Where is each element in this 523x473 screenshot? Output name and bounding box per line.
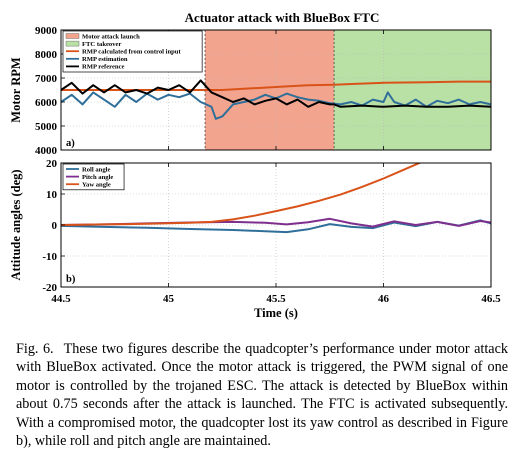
y-tick-label: 7000: [35, 73, 58, 85]
y-tick-label: -20: [42, 282, 57, 294]
attitude-y-axis-label: Attitude angles (deg): [9, 169, 23, 280]
legend-entry: Yaw angle: [82, 182, 111, 189]
y-tick-label: 4000: [35, 145, 58, 157]
figure-label: Fig. 6.: [16, 341, 54, 357]
y-tick-label: 8000: [35, 49, 58, 61]
time-x-ticks: 44.5 45 45.5 46 46.5: [51, 293, 501, 305]
legend-entry: RMP reference: [82, 64, 124, 71]
actuator-attack-chart: Actuator attack with BlueBox FTC 4000 500…: [9, 10, 501, 320]
attitude-y-ticks: -20 -10 0 10 20: [42, 158, 492, 294]
legend-box: [62, 30, 203, 73]
rpm-series: [61, 79, 491, 120]
attitude-series: [61, 163, 491, 234]
series-line-yaw-angle: [61, 163, 422, 226]
motor-rpm-panel: 4000 5000 6000 7000 8000 9000 Motor RPM a) Mo…: [9, 25, 492, 157]
attitude-panel-label: b): [66, 274, 76, 285]
legend-entry: Pitch angle: [82, 174, 113, 181]
y-tick-label: 6000: [35, 97, 58, 109]
legend-entry: RMP estimation: [82, 56, 128, 63]
x-tick-label: 45.5: [266, 293, 286, 305]
figure-caption: Fig. 6. These two figures describe the qu…: [16, 340, 508, 450]
x-tick-label: 46.5: [481, 293, 501, 305]
y-tick-label: 5000: [35, 121, 58, 133]
region-1: [334, 30, 491, 150]
rpm-y-axis-label: Motor RPM: [9, 57, 23, 123]
legend-entry: RMP calculated from control input: [82, 49, 181, 56]
y-tick-label: 20: [46, 158, 58, 170]
rpm-panel-label: a): [66, 138, 75, 149]
series-line-rmp-reference: [61, 79, 491, 108]
legend-entry: FTC takeover: [82, 41, 121, 48]
attitude-panel: -20 -10 0 10 20 Attitude angles (deg) b) Rol…: [9, 158, 492, 294]
y-tick-label: 10: [46, 189, 58, 201]
chart-title: Actuator attack with BlueBox FTC: [185, 10, 380, 25]
legend-patch: [65, 40, 80, 47]
caption-text: These two figures describe the quadcopte…: [16, 341, 508, 450]
attack-regions: [204, 30, 491, 150]
legend-entry: Roll angle: [82, 166, 110, 173]
series-line-pitch-angle: [61, 217, 491, 228]
legend-patch: [65, 33, 80, 39]
x-tick-label: 46: [378, 293, 390, 305]
x-axis-label: Time (s): [254, 306, 298, 320]
y-tick-label: 9000: [35, 25, 58, 37]
series-line-rmp-calculated-from-control-input: [61, 80, 491, 91]
y-tick-label: 0: [52, 220, 58, 232]
x-tick-label: 44.5: [51, 293, 71, 305]
legend-entry: Motor attack launch: [82, 33, 140, 40]
x-tick-label: 45: [163, 293, 175, 305]
y-tick-label: -10: [42, 251, 57, 263]
